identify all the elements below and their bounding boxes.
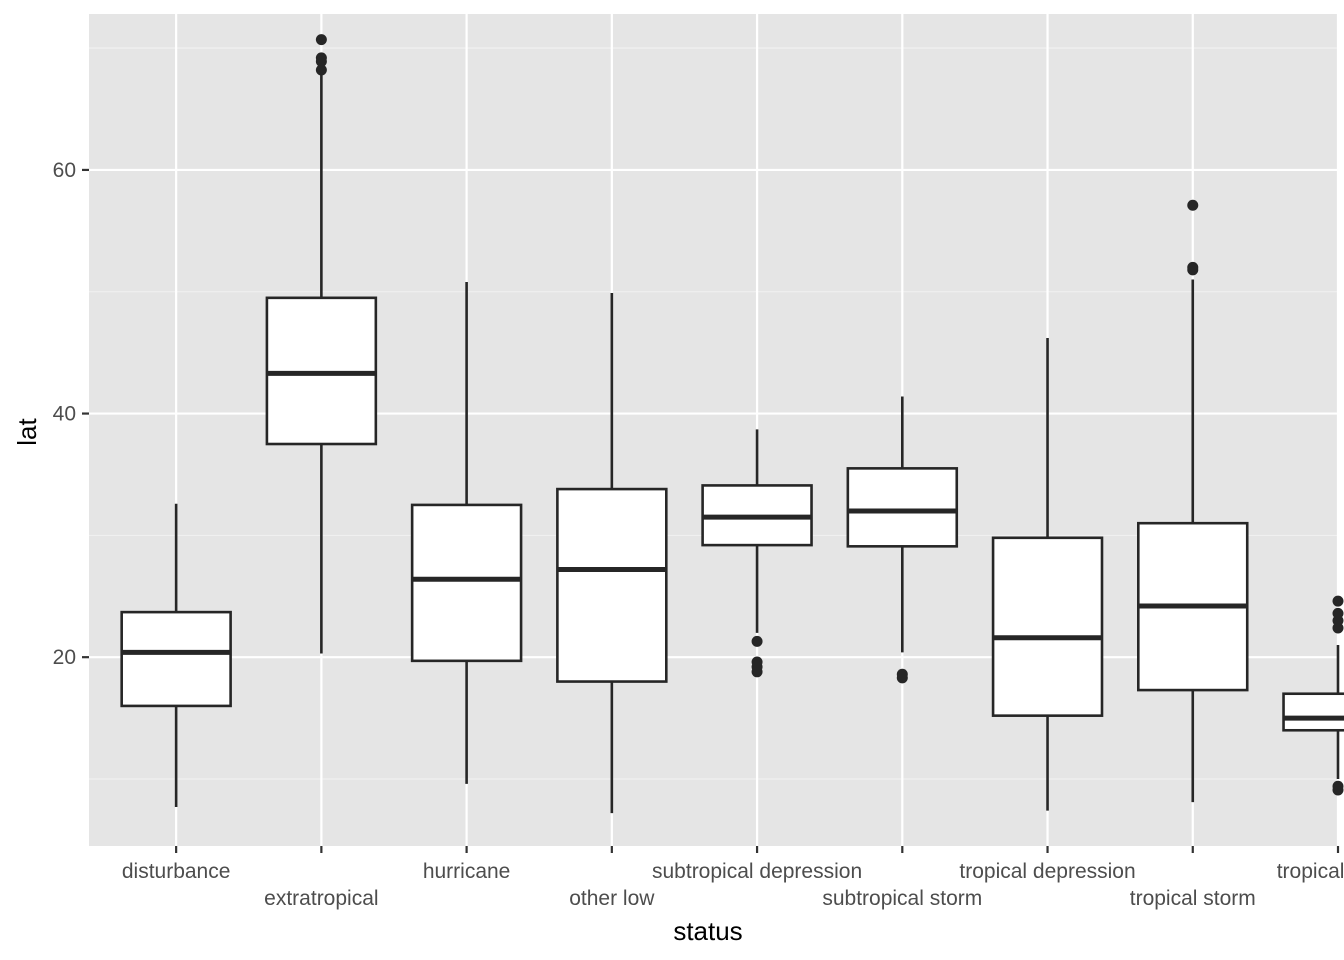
y-axis: 20 40 60 <box>53 159 89 669</box>
box-subtropical-storm <box>846 396 959 684</box>
x-tick-label: hurricane <box>423 860 511 883</box>
box-tropical-storm <box>1137 199 1249 803</box>
x-axis-title: status <box>673 916 742 946</box>
box-iqr <box>846 467 959 548</box>
box-iqr <box>120 610 232 708</box>
x-tick-label: subtropical storm <box>822 887 982 910</box>
x-tick-label: disturbance <box>122 860 231 883</box>
box-hurricane <box>410 281 523 784</box>
box-iqr <box>410 503 523 663</box>
box-tropical-depression <box>991 338 1104 811</box>
box-extratropical <box>265 34 378 654</box>
outlier-point <box>315 64 327 76</box>
x-tick-label: other low <box>569 887 655 910</box>
outlier-point <box>1332 607 1344 619</box>
outlier-point <box>751 635 763 647</box>
outlier-point <box>751 656 763 668</box>
x-tick-label: tropical depression <box>959 860 1135 883</box>
y-tick-label: 40 <box>53 403 76 426</box>
x-tick-label: tropical wave <box>1277 860 1344 883</box>
outlier-point <box>315 34 327 46</box>
y-tick-label: 60 <box>53 159 76 182</box>
outlier-point <box>1187 199 1199 211</box>
outlier-point <box>1187 261 1199 273</box>
y-axis-title: lat <box>12 417 42 445</box>
box-iqr <box>991 536 1104 717</box>
box-disturbance <box>120 503 232 808</box>
x-tick-label: subtropical depression <box>652 860 862 883</box>
box-iqr <box>556 487 668 683</box>
box-iqr <box>1282 692 1344 732</box>
boxes-layer <box>120 34 1344 814</box>
outlier-point <box>1332 780 1344 792</box>
outlier-point <box>315 52 327 64</box>
box-tropical-wave <box>1282 595 1344 796</box>
x-tick-label: extratropical <box>264 887 378 910</box>
y-tick-label: 20 <box>53 646 76 669</box>
outlier-point <box>1332 595 1344 607</box>
box-other-low <box>556 292 668 814</box>
outlier-point <box>896 668 908 680</box>
x-tick-label: tropical storm <box>1130 887 1256 910</box>
x-axis: disturbance extratropical hurricane other l… <box>122 846 1344 910</box>
box-subtropical-depression <box>701 429 813 678</box>
